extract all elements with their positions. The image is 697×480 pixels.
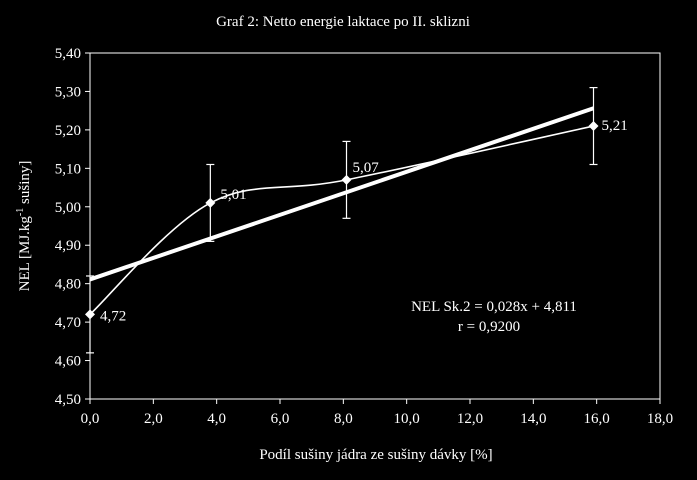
y-tick-label: 4,70 [55, 315, 81, 331]
x-tick-label: 6,0 [271, 411, 290, 427]
y-tick-label: 4,60 [55, 354, 81, 370]
data-label: 5,07 [353, 160, 380, 176]
data-label: 5,01 [220, 187, 246, 203]
x-axis-label: Podíl sušiny jádra ze sušiny dávky [%] [259, 447, 492, 463]
x-tick-label: 4,0 [207, 411, 226, 427]
x-tick-label: 18,0 [647, 411, 673, 427]
data-label: 5,21 [602, 118, 628, 134]
x-tick-label: 16,0 [584, 411, 610, 427]
y-tick-label: 5,00 [55, 200, 81, 216]
y-tick-label: 5,40 [55, 46, 81, 62]
y-tick-label: 5,30 [55, 84, 81, 100]
x-axis: 0,0 2,0 4,0 6,0 8,0 10,0 12,0 14,0 16,0 18,0 [81, 399, 673, 427]
data-label: 4,72 [100, 308, 126, 324]
y-tick-label: 4,50 [55, 392, 81, 408]
y-tick-label: 5,20 [55, 123, 81, 139]
regression-equation: NEL Sk.2 = 0,028x + 4,811 [411, 299, 577, 315]
y-axis-label: NEL [MJ.kg-1 sušiny] [15, 161, 33, 292]
x-tick-label: 0,0 [81, 411, 100, 427]
data-point-marker [85, 309, 95, 320]
x-tick-label: 12,0 [457, 411, 483, 427]
x-tick-label: 8,0 [334, 411, 353, 427]
trendline-path [89, 106, 595, 282]
chart-title: Graf 2: Netto energie laktace po II. skl… [216, 14, 470, 30]
y-axis: 4,50 4,60 4,70 4,80 4,90 5,00 5,10 5,20 5,30 5,40 [55, 46, 90, 408]
plot-area [89, 52, 661, 400]
x-tick-label: 2,0 [144, 411, 163, 427]
x-tick-label: 10,0 [394, 411, 420, 427]
y-tick-label: 4,90 [55, 238, 81, 254]
correlation-coefficient: r = 0,9200 [458, 319, 520, 335]
y-tick-label: 4,80 [55, 277, 81, 293]
data-point-marker [588, 121, 599, 132]
x-tick-label: 14,0 [520, 411, 546, 427]
y-tick-label: 5,10 [55, 161, 81, 177]
data-point-marker [205, 197, 216, 208]
data-series: 4,72 5,01 5,07 5,21 [85, 86, 628, 354]
data-point-marker [341, 174, 352, 185]
trendline [89, 106, 595, 282]
series-line [89, 125, 594, 316]
